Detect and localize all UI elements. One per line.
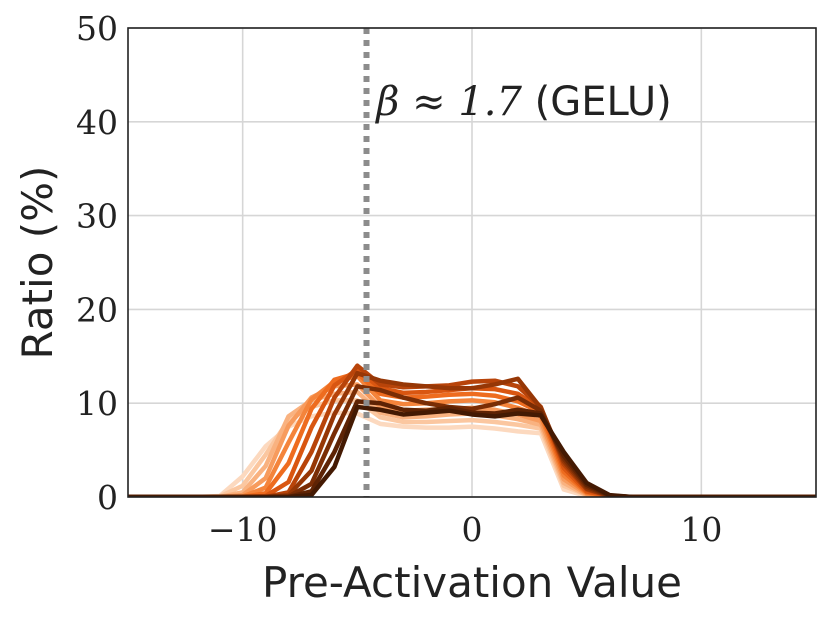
series-line-s1 — [128, 410, 816, 497]
series-line-s12 — [128, 404, 816, 497]
y-tick-label: 10 — [76, 384, 118, 423]
x-tick-label: −10 — [208, 510, 278, 549]
x-tick-label: 10 — [680, 510, 722, 549]
x-axis-label: Pre-Activation Value — [262, 558, 682, 607]
y-tick-label: 40 — [76, 103, 118, 142]
series-line-s2 — [128, 398, 816, 497]
y-tick-label: 30 — [76, 197, 118, 236]
y-tick-label: 50 — [76, 9, 118, 48]
x-tick-label: 0 — [462, 510, 483, 549]
plot-frame — [127, 27, 817, 498]
annotation-label: (GELU) — [535, 79, 672, 125]
series-line-s9 — [128, 370, 816, 497]
series-line-s8 — [128, 363, 816, 497]
series-line-s6 — [128, 370, 816, 497]
y-tick-label: 0 — [97, 478, 118, 517]
y-axis-label: Ratio (%) — [13, 166, 62, 360]
series-line-s10 — [128, 384, 816, 497]
beta-annotation: β ≈ 1.7 (GELU) — [374, 79, 671, 125]
annotation-math: β ≈ 1.7 — [374, 79, 534, 125]
y-tick-label: 20 — [76, 290, 118, 329]
